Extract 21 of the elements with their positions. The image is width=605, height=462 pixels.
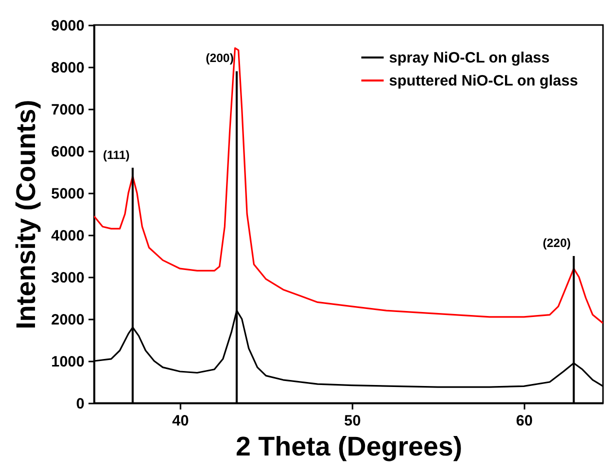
y-tick-label: 2000 <box>51 312 84 328</box>
annotation: (111) <box>102 148 130 162</box>
annotation: (220) <box>542 236 571 250</box>
x-tick-label: 60 <box>516 412 533 430</box>
x-tick-label: 40 <box>172 412 189 430</box>
y-tick-label: 5000 <box>51 186 84 202</box>
legend-label: sputtered NiO-CL on glass <box>389 72 578 90</box>
legend-label: spray NiO-CL on glass <box>389 50 550 66</box>
y-tick-label: 3000 <box>51 270 84 286</box>
annotation: (200) <box>206 51 234 66</box>
y-tick-label: 0 <box>76 396 84 412</box>
y-tick-label: 1000 <box>51 354 84 370</box>
x-axis-title: 2 Theta (Degrees) <box>236 432 462 462</box>
y-tick-label: 4000 <box>51 228 84 244</box>
y-tick-label: 7000 <box>51 102 84 118</box>
x-tick-label: 50 <box>344 412 361 430</box>
y-tick-label: 8000 <box>51 60 84 76</box>
y-tick-label: 6000 <box>51 144 84 160</box>
y-axis-title: Intensity (Counts) <box>11 100 42 330</box>
y-tick-label: 9000 <box>51 18 84 34</box>
line-series <box>94 47 603 324</box>
